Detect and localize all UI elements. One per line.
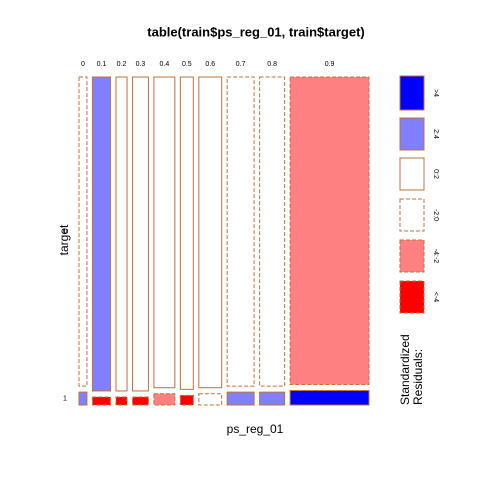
- column-label: 0.2: [117, 61, 127, 68]
- mosaic-cell: [289, 76, 370, 386]
- mosaic-cell: [132, 396, 149, 406]
- legend-swatch: [399, 198, 425, 232]
- mosaic-cell: [259, 76, 286, 387]
- legend-label: -4:-2: [432, 249, 439, 264]
- legend-swatch: [399, 157, 425, 191]
- legend-label: 0:2: [432, 169, 439, 179]
- legend-title: Standardized: [398, 334, 412, 405]
- legend-label: >4: [432, 89, 439, 97]
- mosaic-cell: [198, 393, 223, 406]
- mosaic-cell: [91, 76, 111, 392]
- column-label: 0.8: [267, 61, 277, 68]
- legend-swatch: [399, 280, 425, 314]
- legend-label: -2:0: [432, 209, 439, 221]
- mosaic-cell: [226, 391, 255, 406]
- mosaic-cell: [132, 76, 149, 392]
- mosaic-cell: [78, 391, 88, 406]
- column-label: 0.1: [97, 61, 107, 68]
- chart-title: table(train$ps_reg_01, train$target): [147, 24, 364, 39]
- column-label: 0: [81, 61, 85, 68]
- row-label: 1: [63, 395, 67, 402]
- mosaic-cell: [198, 76, 223, 389]
- legend-label: <-4: [432, 292, 439, 302]
- y-axis-label: target: [57, 224, 71, 255]
- legend-swatch: [399, 117, 425, 151]
- mosaic-cell: [179, 76, 194, 390]
- mosaic-cell: [153, 76, 176, 389]
- column-label: 0.5: [182, 61, 192, 68]
- mosaic-cell: [259, 391, 286, 406]
- mosaic-cell: [226, 76, 255, 387]
- legend-label: 2:4: [432, 129, 439, 139]
- mosaic-cell: [179, 394, 194, 406]
- mosaic-cell: [289, 390, 370, 406]
- column-label: 0.3: [136, 61, 146, 68]
- row-label: 0: [63, 228, 67, 235]
- legend-swatch: [399, 75, 425, 111]
- x-axis-label: ps_reg_01: [227, 422, 284, 436]
- mosaic-cell: [115, 396, 128, 406]
- legend-title: Residuals:: [411, 349, 425, 405]
- mosaic-cell: [91, 396, 111, 406]
- mosaic-cell: [153, 393, 176, 406]
- column-label: 0.7: [236, 61, 246, 68]
- column-label: 0.4: [160, 61, 170, 68]
- column-label: 0.6: [205, 61, 215, 68]
- mosaic-cell: [78, 76, 88, 387]
- column-label: 0.9: [325, 61, 335, 68]
- mosaic-cell: [115, 76, 128, 392]
- legend-swatch: [399, 239, 425, 273]
